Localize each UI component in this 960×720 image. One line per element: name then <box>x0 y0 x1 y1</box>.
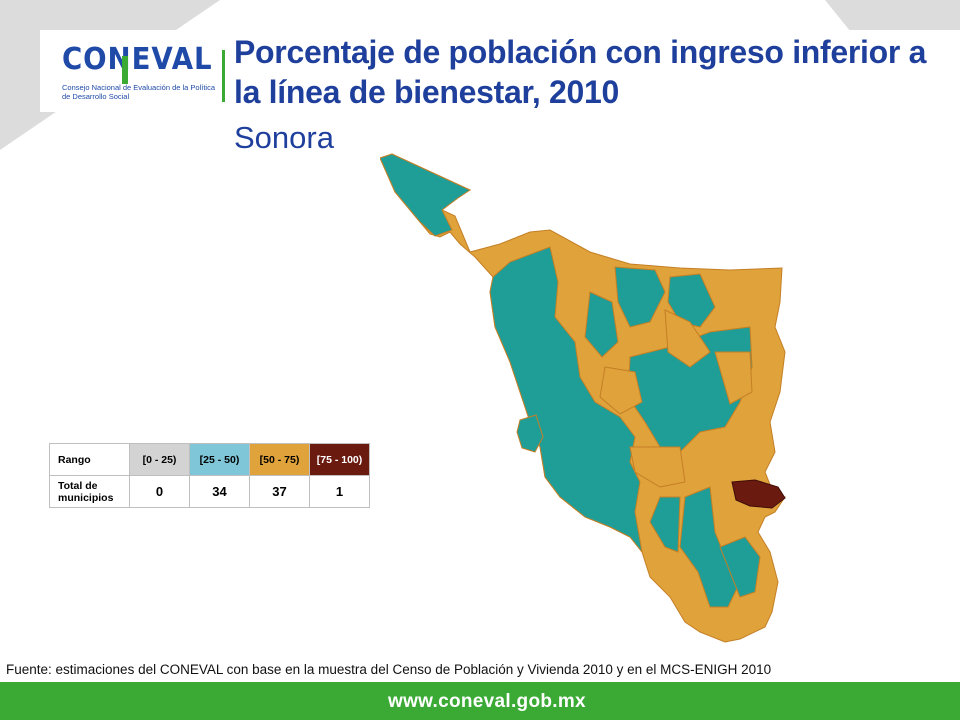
legend-total-label: Total de municipios <box>49 475 130 508</box>
coneval-logo: CONEVAL Consejo Nacional de Evaluación d… <box>40 30 220 112</box>
logo-wordmark: CONEVAL <box>62 42 213 77</box>
legend-row-total: Total de municipios 0 34 37 1 <box>49 475 370 508</box>
footer-url-link[interactable]: www.coneval.gob.mx <box>388 691 586 712</box>
title-accent-bar <box>222 50 225 102</box>
region-orange-south-center <box>629 446 686 488</box>
legend-range-label: Rango <box>49 443 130 476</box>
region-south-teal-3 <box>649 496 681 553</box>
region-south-teal-2 <box>719 536 761 598</box>
source-note: Fuente: estimaciones del CONEVAL con bas… <box>6 662 772 677</box>
legend-range-3: [75 - 100) <box>309 443 370 476</box>
region-west-coast <box>380 153 472 237</box>
page-title: Porcentaje de población con ingreso infe… <box>234 34 927 110</box>
region-orange-center <box>599 366 643 415</box>
region-orange-north <box>664 309 711 368</box>
region-orange-east <box>714 351 753 405</box>
region-north-teal-1 <box>614 266 666 328</box>
legend-count-0: 0 <box>129 475 190 508</box>
logo-green-mark <box>122 56 128 84</box>
region-north-teal-2 <box>667 273 716 328</box>
region-south-teal-1 <box>679 486 741 608</box>
region-maroon <box>731 479 786 509</box>
page-subtitle: Sonora <box>234 120 334 155</box>
footer-bar: www.coneval.gob.mx <box>0 682 960 720</box>
legend-count-2: 37 <box>249 475 310 508</box>
region-central-coast <box>489 246 643 553</box>
legend-range-0: [0 - 25) <box>129 443 190 476</box>
region-north-teal-3 <box>584 291 619 358</box>
legend-range-1: [25 - 50) <box>189 443 250 476</box>
island-tiburon <box>516 414 544 453</box>
logo-subtitle: Consejo Nacional de Evaluación de la Pol… <box>62 83 216 101</box>
legend-row-range: Rango [0 - 25) [25 - 50) [50 - 75) [75 -… <box>49 443 370 476</box>
corner-decoration-right <box>825 0 960 30</box>
legend-count-3: 1 <box>309 475 370 508</box>
legend-range-2: [50 - 75) <box>249 443 310 476</box>
sonora-map <box>380 153 786 643</box>
legend-table: Rango [0 - 25) [25 - 50) [50 - 75) [75 -… <box>49 443 370 508</box>
legend-count-1: 34 <box>189 475 250 508</box>
